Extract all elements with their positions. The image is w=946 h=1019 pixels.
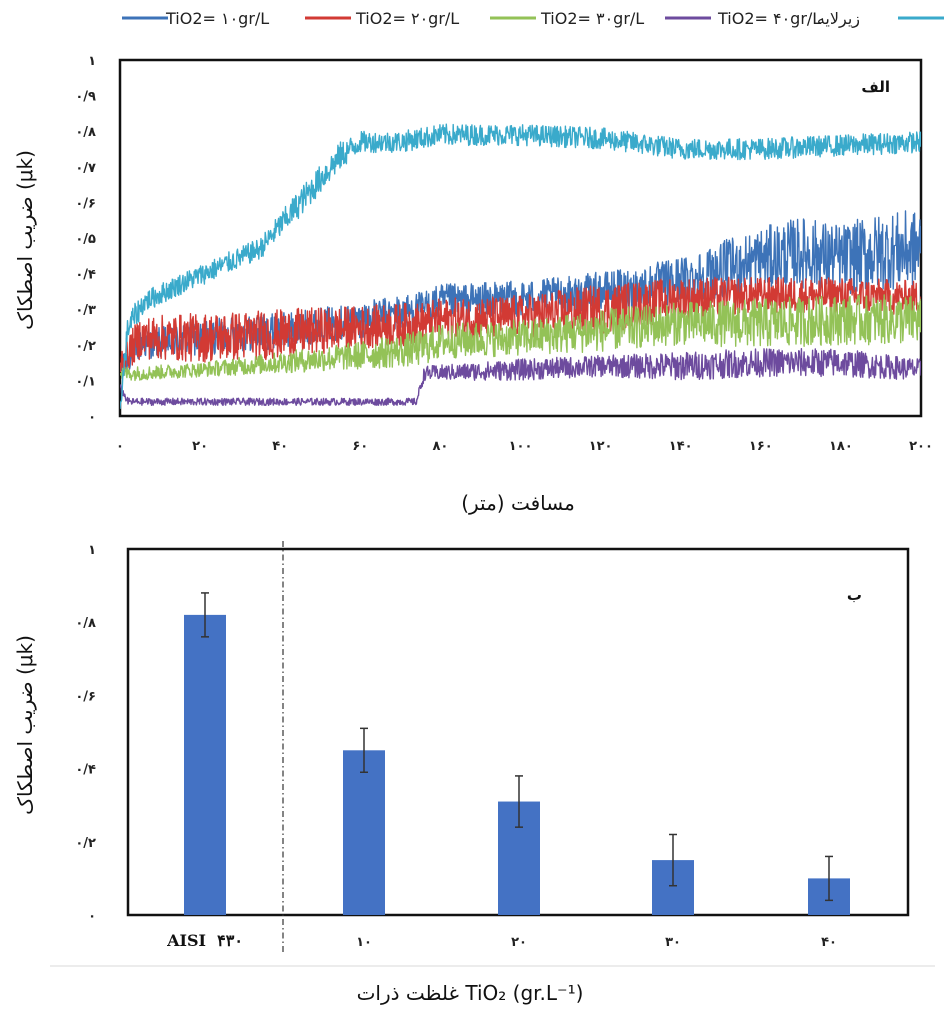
legend-label: TiO2= ۳۰gr/L bbox=[540, 9, 644, 28]
line-series-4 bbox=[120, 348, 921, 406]
line-chart-y-tick-label: ۰/۲ bbox=[75, 339, 96, 354]
bar-1 bbox=[184, 614, 226, 915]
line-chart-x-tick-label: ۱۴۰ bbox=[669, 439, 693, 454]
line-chart-y-tick-label: ۰/۳ bbox=[75, 303, 96, 318]
legend-label: TiO2= ۲۰gr/L bbox=[355, 9, 459, 28]
line-chart-y-tick-label: ۰/۹ bbox=[75, 90, 96, 105]
line-chart-y-tick-label: ۰/۶ bbox=[75, 196, 96, 211]
bar-chart-category-label: ۳۰ bbox=[665, 935, 681, 950]
line-chart-x-tick-label: ۸۰ bbox=[432, 439, 448, 454]
line-chart-x-tick-label: ۱۰۰ bbox=[509, 439, 533, 454]
line-chart-x-tick-label: ۲۰۰ bbox=[909, 439, 933, 454]
bar-2 bbox=[343, 750, 385, 915]
bar-chart-y-tick-label: ۰/۴ bbox=[75, 763, 96, 778]
line-chart-panel-label: الف bbox=[861, 78, 890, 96]
bar-chart-y-tick-label: ۰ bbox=[88, 909, 96, 924]
legend-label: TiO2= ۴۰gr/L bbox=[717, 9, 821, 28]
line-series-3 bbox=[120, 294, 921, 382]
bar-series-group bbox=[50, 541, 935, 967]
bar-chart-category-label: AISI ۴۳۰ bbox=[166, 931, 243, 950]
bar-chart-y-tick-label: ۰/۲ bbox=[75, 836, 96, 851]
bar-chart-category-label: ۱۰ bbox=[356, 935, 372, 950]
line-series-group bbox=[120, 123, 921, 409]
bar-chart-x-axis-title: غلظت ذرات TiO₂ (gr.L⁻¹) bbox=[357, 981, 584, 1005]
bar-chart-y-axis-title: ضریب اصطکاک (μk) bbox=[13, 635, 37, 815]
line-chart-y-tick-label: ۰/۵ bbox=[75, 232, 96, 247]
bar-chart-panel: ۰ ۰/۲ ۰/۴ ۰/۶ ۰/۸ ۱ AISI ۴۳۰ ۱۰ ۲۰ ۳۰ ۴۰ ب ضریب اص… bbox=[13, 541, 935, 1005]
bar-chart-panel-label: ب bbox=[847, 586, 862, 604]
line-chart-x-tick-label: ۲۰ bbox=[192, 439, 208, 454]
bar-chart-ticks: ۰ ۰/۲ ۰/۴ ۰/۶ ۰/۸ ۱ AISI ۴۳۰ ۱۰ ۲۰ ۳۰ ۴۰ bbox=[75, 543, 837, 950]
line-chart-panel: ۰ ۰/۱ ۰/۲ ۰/۳ ۰/۴ ۰/۵ ۰/۶ ۰/۷ ۰/۸ ۰/۹ ۱ ۰ ۲۰ ۴۰ ۶۰ ۸۰ ۱۰… bbox=[13, 54, 933, 515]
bar-chart-y-tick-label: ۰/۶ bbox=[75, 689, 96, 704]
line-series-5 bbox=[120, 123, 921, 409]
line-chart-x-tick-label: ۰ bbox=[116, 439, 124, 454]
line-chart-x-tick-label: ۱۸۰ bbox=[829, 439, 853, 454]
line-chart-ticks: ۰ ۰/۱ ۰/۲ ۰/۳ ۰/۴ ۰/۵ ۰/۶ ۰/۷ ۰/۸ ۰/۹ ۱ ۰ ۲۰ ۴۰ ۶۰ ۸۰ ۱۰… bbox=[75, 54, 933, 454]
line-chart-x-axis-title: مسافت (متر) bbox=[461, 491, 575, 515]
bar-chart-y-tick-label: ۰/۸ bbox=[75, 616, 96, 631]
line-chart-x-tick-label: ۴۰ bbox=[272, 439, 288, 454]
line-chart-x-tick-label: ۱۶۰ bbox=[749, 439, 773, 454]
line-chart-y-tick-label: ۰ bbox=[88, 410, 96, 425]
bar-chart-category-label: ۲۰ bbox=[511, 935, 527, 950]
line-chart-y-axis-title: ضریب اصطکاک (μk) bbox=[13, 150, 37, 330]
line-series-2 bbox=[120, 276, 921, 374]
bar-chart-y-tick-label: ۱ bbox=[88, 543, 96, 558]
line-chart-y-tick-label: ۰/۴ bbox=[75, 268, 96, 283]
line-chart-y-tick-label: ۰/۷ bbox=[75, 161, 96, 176]
line-chart-x-tick-label: ۱۲۰ bbox=[589, 439, 613, 454]
legend: TiO2= ۱۰gr/L TiO2= ۲۰gr/L TiO2= ۳۰gr/L TiO2… bbox=[122, 9, 944, 29]
bar-chart-category-label: ۴۰ bbox=[821, 935, 837, 950]
legend-label: زیرلایه bbox=[817, 9, 860, 29]
line-chart-x-tick-label: ۶۰ bbox=[352, 439, 368, 454]
line-chart-y-tick-label: ۱ bbox=[88, 54, 96, 69]
legend-label: TiO2= ۱۰gr/L bbox=[165, 9, 269, 28]
line-chart-y-tick-label: ۰/۸ bbox=[75, 125, 96, 140]
line-chart-y-tick-label: ۰/۱ bbox=[75, 374, 96, 389]
